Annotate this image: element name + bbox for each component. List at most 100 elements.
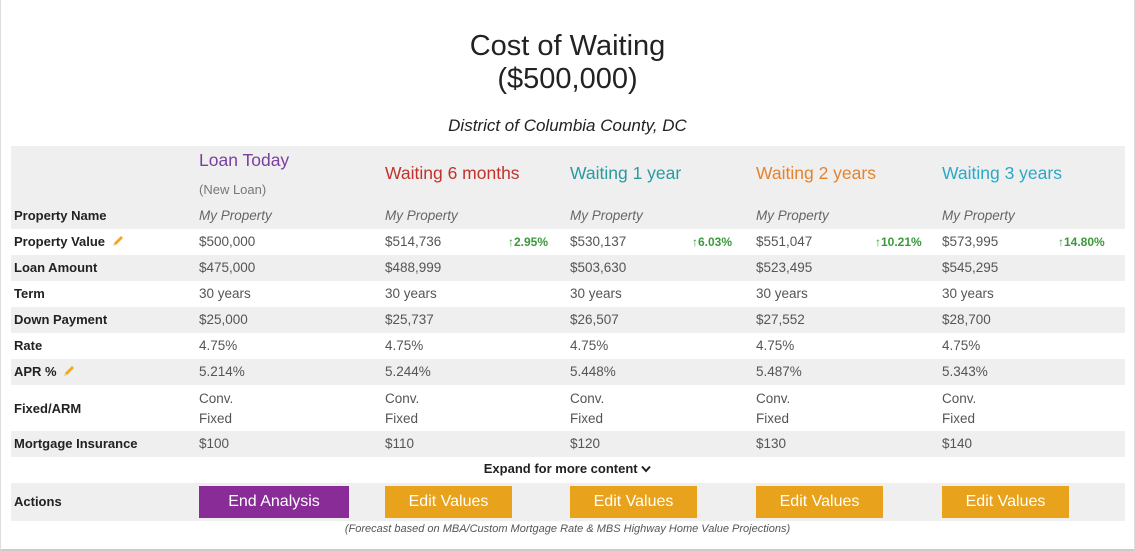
pencil-edit-icon[interactable] [62, 361, 76, 376]
cell-fixed-arm-1: Conv. Fixed [199, 385, 233, 433]
cell-fixed-arm-4: Conv. Fixed [756, 385, 790, 433]
row-label-rate: Rate [14, 338, 43, 353]
col-header-loan-today: Loan Today [199, 150, 290, 170]
cell-apr-4: 5.487% [756, 364, 802, 379]
value-increase-badge-3: ↑6.03% [692, 235, 733, 249]
col-header-waiting-6-months: Waiting 6 months [385, 163, 520, 183]
cell-property-value-2: $514,736 [385, 234, 442, 249]
rate-type: Fixed [570, 411, 604, 426]
rate-type: Fixed [385, 411, 419, 426]
table-row-property-name: Property Name My Property My Property My… [11, 203, 1125, 229]
cell-property-value-3: $530,137 [570, 234, 627, 249]
cell-rate-4: 4.75% [756, 338, 795, 353]
cell-property-name-1: My Property [199, 208, 272, 223]
cell-apr-5: 5.343% [942, 364, 988, 379]
row-label-term: Term [14, 286, 45, 301]
table-row-down-payment: Down Payment $25,000 $25,737 $26,507 $27… [11, 307, 1125, 333]
apr-label: APR % [14, 364, 57, 379]
forecast-footnote: (Forecast based on MBA/Custom Mortgage R… [344, 523, 791, 535]
cell-loan-amount-4: $523,495 [756, 260, 813, 275]
cell-term-1: 30 years [199, 286, 251, 301]
edit-values-button-3-years[interactable]: Edit Values [942, 486, 1069, 518]
cell-apr-1: 5.214% [199, 364, 245, 379]
cell-property-value-5: $573,995 [942, 234, 999, 249]
loan-type: Conv. [942, 391, 977, 406]
cell-loan-amount-1: $475,000 [199, 260, 256, 275]
county-subtitle: District of Columbia County, DC [448, 116, 687, 135]
cell-mortgage-insurance-1: $100 [199, 436, 230, 451]
row-label-fixed-arm: Fixed/ARM [14, 401, 82, 416]
cell-term-5: 30 years [942, 286, 994, 301]
col-header-waiting-3-years: Waiting 3 years [942, 163, 1062, 183]
pencil-edit-icon[interactable] [111, 231, 125, 246]
cell-fixed-arm-5: Conv. Fixed [942, 385, 976, 433]
col-subheader-new-loan: (New Loan) [199, 182, 267, 197]
row-label-mortgage-insurance: Mortgage Insurance [14, 436, 138, 451]
rate-type: Fixed [199, 411, 233, 426]
table-row-rate: Rate 4.75% 4.75% 4.75% 4.75% 4.75% [11, 333, 1125, 359]
cell-down-payment-3: $26,507 [570, 312, 619, 327]
cell-loan-amount-5: $545,295 [942, 260, 999, 275]
cell-down-payment-4: $27,552 [756, 312, 805, 327]
edit-values-button-6-months[interactable]: Edit Values [385, 486, 512, 518]
rate-type: Fixed [942, 411, 976, 426]
loan-type: Conv. [570, 391, 605, 406]
cell-property-value-4: $551,047 [756, 234, 813, 249]
table-row-property-value: Property Value $500,000 $514,736 ↑2.95% … [11, 229, 1125, 255]
cell-mortgage-insurance-2: $110 [385, 436, 415, 451]
end-analysis-button[interactable]: End Analysis [199, 486, 349, 518]
table-row-loan-amount: Loan Amount $475,000 $488,999 $503,630 $… [11, 255, 1125, 281]
cell-property-value-1: $500,000 [199, 234, 256, 249]
col-header-waiting-1-year: Waiting 1 year [570, 163, 682, 183]
property-value-label: Property Value [14, 234, 106, 249]
cell-fixed-arm-3: Conv. Fixed [570, 385, 604, 433]
row-label-property-name: Property Name [14, 208, 107, 223]
table-row-term: Term 30 years 30 years 30 years 30 years… [11, 281, 1125, 307]
loan-type: Conv. [385, 391, 420, 406]
edit-values-button-2-years[interactable]: Edit Values [756, 486, 883, 518]
row-label-property-value: Property Value [14, 229, 125, 255]
loan-type: Conv. [199, 391, 234, 406]
row-label-down-payment: Down Payment [14, 312, 108, 327]
cell-apr-2: 5.244% [385, 364, 431, 379]
loan-type: Conv. [756, 391, 791, 406]
cell-mortgage-insurance-5: $140 [942, 436, 973, 451]
table-row-fixed-arm: Fixed/ARM Conv. Fixed Conv. Fixed Conv. Fix… [11, 385, 1125, 433]
chevron-down-icon [641, 461, 651, 476]
cell-rate-2: 4.75% [385, 338, 424, 353]
cell-apr-3: 5.448% [570, 364, 616, 379]
cell-rate-1: 4.75% [199, 338, 238, 353]
cell-property-name-2: My Property [385, 208, 458, 223]
cell-term-4: 30 years [756, 286, 808, 301]
cell-down-payment-1: $25,000 [199, 312, 248, 327]
cell-property-name-5: My Property [942, 208, 1015, 223]
cell-loan-amount-3: $503,630 [570, 260, 627, 275]
edit-values-button-1-year[interactable]: Edit Values [570, 486, 697, 518]
title-line-2: ($500,000) [497, 63, 638, 95]
page-title: Cost of Waiting ($500,000) [1, 30, 1134, 96]
rate-type: Fixed [756, 411, 790, 426]
table-row-mortgage-insurance: Mortgage Insurance $100 $110 $120 $130 $… [11, 431, 1125, 457]
cell-term-2: 30 years [385, 286, 437, 301]
cell-mortgage-insurance-4: $130 [756, 436, 787, 451]
cell-fixed-arm-2: Conv. Fixed [385, 385, 419, 433]
cell-rate-5: 4.75% [942, 338, 981, 353]
cell-term-3: 30 years [570, 286, 622, 301]
row-label-actions: Actions [14, 494, 62, 509]
value-increase-badge-2: ↑2.95% [508, 235, 549, 249]
expand-label: Expand for more content [483, 461, 638, 476]
title-line-1: Cost of Waiting [469, 30, 666, 62]
table-row-apr: APR % 5.214% 5.244% 5.448% 5.487% 5.343% [11, 359, 1125, 385]
cell-mortgage-insurance-3: $120 [570, 436, 601, 451]
value-increase-badge-4: ↑10.21% [875, 235, 922, 249]
expand-more-content-link[interactable]: Expand for more content [1, 461, 1134, 476]
cell-property-name-4: My Property [756, 208, 829, 223]
row-label-apr: APR % [14, 359, 76, 385]
row-label-loan-amount: Loan Amount [14, 260, 98, 275]
cell-loan-amount-2: $488,999 [385, 260, 442, 275]
col-header-waiting-2-years: Waiting 2 years [756, 163, 876, 183]
table-row-actions: Actions [11, 483, 1125, 521]
cell-rate-3: 4.75% [570, 338, 609, 353]
cell-down-payment-5: $28,700 [942, 312, 991, 327]
